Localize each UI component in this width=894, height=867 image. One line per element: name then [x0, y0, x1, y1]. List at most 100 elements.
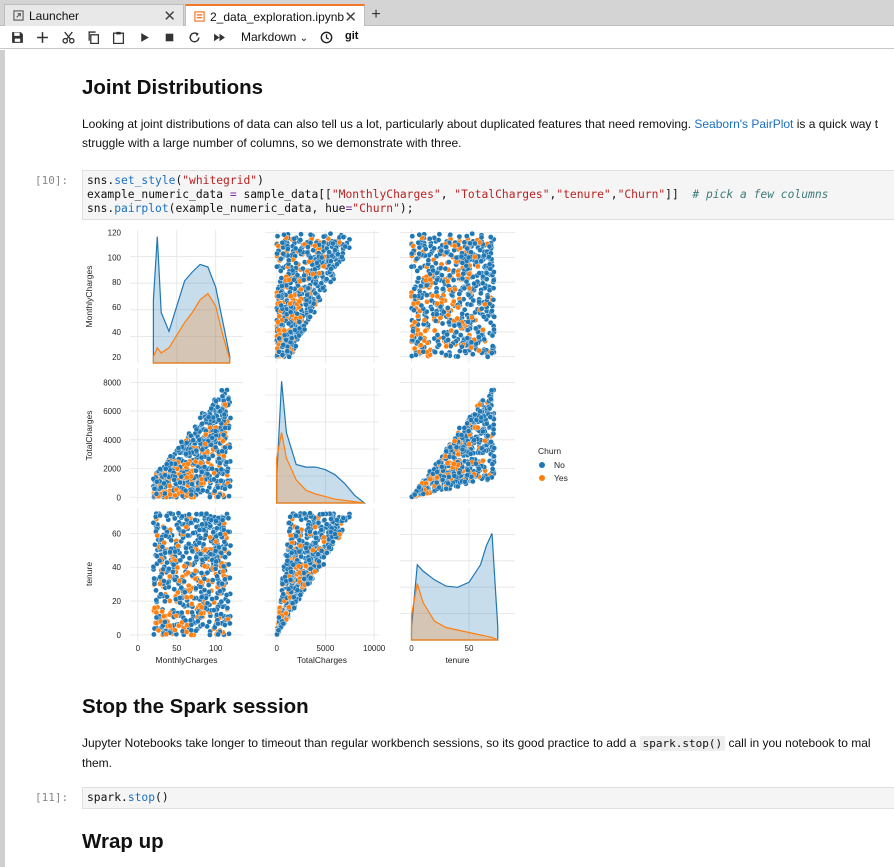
- point-no: [216, 544, 222, 551]
- close-icon[interactable]: ✕: [163, 8, 176, 25]
- point-no: [279, 581, 286, 587]
- point-no: [217, 531, 224, 537]
- point-no: [214, 573, 220, 580]
- point-no: [316, 558, 322, 565]
- point-no: [215, 620, 221, 627]
- point-no: [439, 476, 446, 483]
- point-no: [160, 566, 166, 573]
- point-no: [486, 243, 493, 250]
- save-button[interactable]: [9, 29, 26, 46]
- point-yes: [455, 451, 462, 458]
- point-no: [450, 277, 457, 283]
- point-no: [304, 292, 310, 298]
- point-yes: [476, 347, 482, 354]
- point-no: [491, 326, 497, 333]
- point-no: [489, 332, 496, 339]
- point-no: [227, 575, 233, 581]
- insert-cell-button[interactable]: [34, 29, 51, 46]
- point-no: [453, 254, 460, 261]
- point-no: [193, 426, 200, 433]
- x-tick-label: 5000: [317, 644, 335, 653]
- code: sample_data[[: [236, 188, 332, 201]
- point-no: [279, 283, 285, 289]
- point-yes: [450, 460, 457, 467]
- point-no: [434, 276, 441, 283]
- point-no: [411, 491, 418, 498]
- point-no: [221, 538, 228, 545]
- point-no: [477, 290, 484, 297]
- point-no: [175, 525, 182, 532]
- point-no: [488, 350, 495, 356]
- tab-launcher[interactable]: Launcher ✕: [4, 4, 184, 26]
- code-cell-11[interactable]: spark.stop(): [82, 787, 894, 809]
- point-no: [476, 299, 482, 305]
- point-no: [326, 544, 332, 551]
- point-yes: [221, 453, 227, 459]
- point-no: [484, 294, 491, 300]
- point-no: [445, 259, 452, 265]
- point-no: [411, 307, 417, 313]
- copy-button[interactable]: [85, 29, 102, 46]
- code: (): [155, 791, 169, 804]
- point-yes: [302, 563, 309, 569]
- point-no: [211, 476, 217, 483]
- point-no: [198, 511, 205, 517]
- point-yes: [222, 401, 228, 408]
- point-no: [284, 553, 291, 560]
- point-no: [274, 250, 280, 257]
- point-no: [427, 271, 433, 277]
- point-no: [477, 408, 483, 415]
- point-no: [443, 244, 450, 250]
- cut-button[interactable]: [60, 29, 77, 46]
- point-no: [162, 619, 168, 625]
- point-no: [186, 511, 192, 518]
- point-yes: [451, 438, 458, 444]
- point-no: [178, 609, 185, 616]
- point-no: [486, 254, 492, 260]
- point-no: [299, 265, 306, 272]
- text: them.: [82, 755, 113, 770]
- point-no: [193, 585, 199, 592]
- point-no: [289, 600, 296, 607]
- point-yes: [167, 573, 173, 580]
- point-no: [281, 231, 287, 238]
- close-icon[interactable]: ✕: [344, 9, 357, 26]
- point-no: [415, 239, 422, 246]
- play-icon: [141, 33, 149, 42]
- cell-type-select[interactable]: Markdown ⌄: [241, 30, 308, 44]
- git-button[interactable]: git: [345, 30, 359, 42]
- point-no: [286, 353, 292, 360]
- point-no: [476, 270, 483, 276]
- point-no: [196, 437, 203, 443]
- point-no: [478, 305, 485, 312]
- point-no: [288, 568, 294, 575]
- new-tab-button[interactable]: +: [371, 6, 381, 23]
- point-no: [490, 421, 497, 428]
- restart-run-all-button[interactable]: [211, 29, 228, 46]
- interrupt-button[interactable]: [161, 29, 178, 46]
- point-no: [426, 235, 433, 242]
- point-no: [464, 327, 471, 333]
- point-no: [456, 233, 463, 240]
- x-tick-label: 0: [136, 644, 141, 653]
- point-yes: [414, 327, 421, 333]
- y-tick-label: 8000: [103, 378, 121, 387]
- point-no: [189, 609, 195, 616]
- point-yes: [207, 534, 213, 541]
- restart-button[interactable]: [186, 29, 203, 46]
- point-no: [312, 530, 319, 536]
- point-no: [443, 249, 450, 256]
- code-cell-10[interactable]: sns.set_style("whitegrid") example_numer…: [82, 170, 894, 220]
- paste-button[interactable]: [110, 29, 127, 46]
- run-button[interactable]: [136, 29, 153, 46]
- point-yes: [220, 438, 226, 444]
- pairplot-chart: 20406080100120MonthlyCharges020004000600…: [84, 228, 568, 665]
- point-no: [464, 245, 471, 252]
- point-no: [487, 234, 494, 240]
- point-no: [323, 521, 330, 528]
- pairplot-link[interactable]: Seaborn's PairPlot: [694, 117, 794, 131]
- point-no: [460, 270, 467, 277]
- tab-notebook[interactable]: 2_data_exploration.ipynb ✕: [185, 4, 365, 27]
- point-yes: [410, 300, 417, 307]
- clock-button[interactable]: [318, 29, 335, 46]
